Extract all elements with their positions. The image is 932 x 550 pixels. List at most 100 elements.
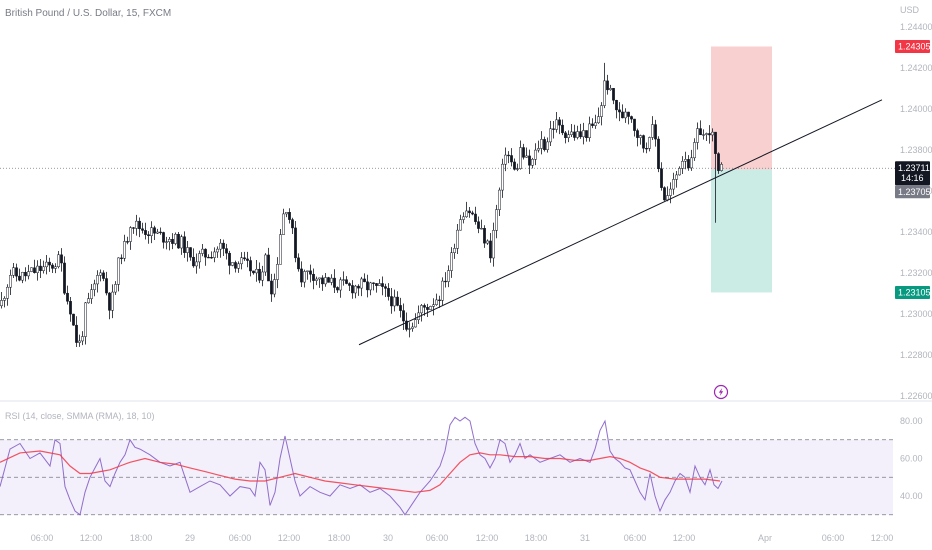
candle [618,102,621,122]
candle-body [600,105,603,117]
candle [696,122,699,150]
candle-body [396,296,399,306]
take-profit-zone[interactable] [711,169,772,293]
candle [561,119,564,136]
candle [678,166,681,176]
candle [549,120,552,146]
candle [330,274,333,286]
candle-body [189,247,192,258]
candle [639,134,642,145]
candle-body [192,256,195,267]
candle-body [441,280,444,301]
candle-body [660,168,663,188]
trendline[interactable] [358,99,883,346]
rsi-title: RSI (14, close, SMMA (RMA), 18, 10) [5,411,155,421]
candle-body [201,248,204,254]
candle [51,263,54,274]
rsi-pane[interactable]: RSI (14, close, SMMA (RMA), 18, 10) 80.0… [0,411,923,516]
candle [648,136,651,152]
candle-body [54,266,57,269]
candle-body [264,254,267,273]
candle-body [207,256,210,259]
candle-body [186,247,189,253]
candle-body [237,263,240,269]
candle-body [249,260,252,272]
candle [372,282,375,291]
candle-body [720,164,723,171]
candle-body [387,288,390,297]
candle [249,256,252,277]
time-axis[interactable]: 06:00 12:00 18:00 29 06:00 12:00 18:00 30 06:00 1… [31,533,894,543]
stop-loss-zone[interactable] [711,46,772,170]
candle-body [171,239,174,244]
price-axis[interactable]: 1.244001.242001.240001.238001.236001.234… [900,22,932,401]
candle [24,267,27,282]
candle-body [405,320,408,330]
candle [114,281,117,295]
candle-body [36,265,39,273]
candle-body [222,242,225,249]
candle-body [72,313,75,326]
candle-body [126,241,129,243]
candle-body [438,299,441,301]
candle-body [150,227,153,236]
candle-body [459,219,462,231]
candle-body [447,270,450,282]
candle-body [471,212,474,215]
candle [699,120,702,136]
candle [645,142,648,154]
candle-body [252,270,255,274]
candle-body [33,267,36,273]
candle [450,247,453,278]
candle-body [657,138,660,170]
candle-body [573,131,576,138]
candle [606,74,609,95]
candle [276,257,279,289]
candle [246,251,249,268]
price-candles[interactable] [0,62,723,348]
candle-body [18,275,21,281]
lightning-icon[interactable] [713,384,729,400]
candle-body [255,268,258,274]
candle-body [546,141,549,150]
candle-body [276,264,279,280]
candle [474,206,477,225]
candle [717,152,720,174]
candle [294,221,297,263]
candle [396,291,399,307]
candle [195,253,198,274]
candle [357,284,360,296]
candle-body [267,254,270,282]
candle [255,260,258,282]
main-pane[interactable]: British Pound / U.S. Dollar, 15, FXCM US… [0,5,932,401]
candle [429,305,432,310]
symbol-title: British Pound / U.S. Dollar, 15, FXCM [5,8,171,19]
price-tick-label: 1.23800 [900,145,932,155]
candle [90,284,93,304]
rsi-ma-line[interactable] [0,450,721,493]
candle [180,234,183,255]
candle-body [21,272,24,281]
candle [483,225,486,248]
candle-body [99,272,102,276]
candle-body [135,220,138,229]
candle-body [351,285,354,294]
candle-body [114,284,117,293]
candle-body [537,148,540,151]
candle [630,115,633,123]
candle-body [219,242,222,250]
candle [393,289,396,312]
rsi-axis[interactable]: 80.00 60.00 40.00 [900,416,923,501]
candle [432,298,435,316]
candle-body [630,116,633,120]
position-zones[interactable] [711,46,772,293]
candle [117,257,120,292]
candle-body [714,131,717,154]
candle [384,283,387,298]
candle-body [177,233,180,249]
candle-body [717,153,720,171]
candle [225,243,228,260]
candle [30,267,33,273]
candle [537,140,540,153]
